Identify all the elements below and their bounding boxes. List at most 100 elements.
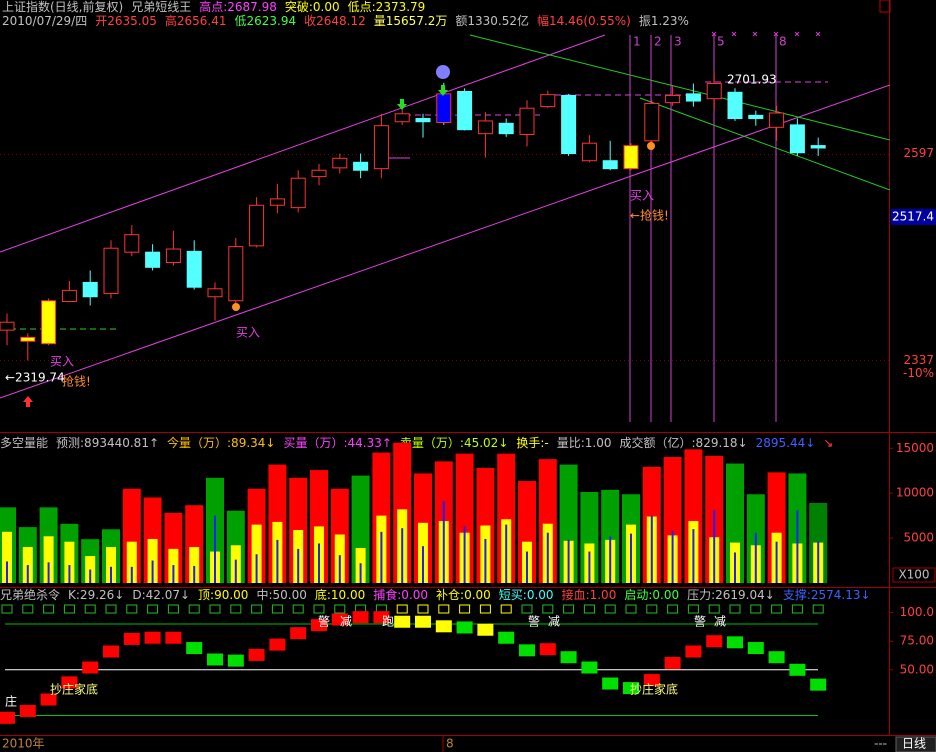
volume-line-bar [609, 536, 612, 583]
header-item: 卖量（万）:45.02↓ [400, 436, 508, 450]
k-box [560, 651, 577, 664]
volume-line-bar [422, 546, 424, 583]
signal-square [271, 604, 283, 614]
signal-label: 2 [654, 35, 662, 49]
candle-body [269, 198, 285, 206]
volume-line-bar [380, 531, 383, 583]
k-box [789, 663, 806, 676]
signal-label: 5 [717, 35, 725, 49]
candle-body [249, 204, 265, 247]
current-price-box [891, 208, 936, 225]
trend-line [469, 34, 891, 141]
k-box [643, 674, 660, 687]
k-box [602, 677, 619, 690]
arrow-down [438, 85, 448, 96]
header-item: 开2635.05 [95, 14, 157, 28]
marker-dot [232, 303, 240, 311]
candle-body [103, 247, 119, 295]
candle-body [540, 94, 556, 108]
signal-square [667, 604, 679, 614]
candle-body [727, 91, 743, 120]
k-box [664, 656, 681, 669]
cross [731, 31, 737, 37]
signal-square [583, 604, 595, 614]
more-button[interactable]: --- [874, 737, 887, 751]
header-item: 顶:90.00 [198, 588, 248, 602]
scale-label: X100 [898, 568, 929, 582]
header-item: 量15657.2万 [374, 14, 448, 28]
volume-line-bar [338, 555, 341, 583]
signal-square [521, 604, 533, 614]
signal-square [188, 604, 200, 614]
annotation: 抄庄家底 [50, 682, 98, 697]
signal-square [251, 604, 263, 614]
header-item: 高2656.41 [165, 13, 227, 28]
candle-body [498, 122, 514, 135]
candle-body [353, 161, 369, 171]
candle-body [311, 169, 327, 178]
k-box [581, 661, 598, 674]
header-item: 短买:0.00 [499, 588, 554, 602]
k-box [768, 651, 785, 664]
header-item: 2010/07/29/四 [2, 14, 87, 28]
volume-line-bar [775, 541, 778, 583]
signal-square [396, 604, 408, 614]
header-item: 补仓:0.00 [436, 588, 491, 602]
volume-line-bar [442, 501, 445, 583]
y-tick-label: 5000 [903, 531, 934, 545]
header-item: ↘ [823, 436, 833, 450]
k-box [227, 654, 244, 667]
y-tick-label: 50.00 [900, 662, 934, 676]
volume-line-bar [505, 524, 508, 583]
k-box [331, 613, 348, 626]
volume-line-bar [214, 515, 216, 583]
header-item: 中:50.00 [256, 587, 306, 602]
volume-inner-bar [189, 547, 200, 583]
volume-line-bar [130, 566, 133, 583]
volume-line-bar [588, 551, 591, 583]
k-box [685, 645, 702, 658]
period-button-bg[interactable] [895, 736, 936, 752]
candle-body [581, 142, 597, 162]
marker-dot [647, 142, 655, 150]
y-tick-label: 75.00 [900, 634, 934, 648]
signal-square [625, 604, 637, 614]
candle-body [457, 90, 473, 131]
k-box [810, 678, 827, 691]
candle-body [415, 118, 431, 123]
header-item: 上证指数(日线,前复权) [2, 0, 123, 14]
header-item: 捕食:0.00 [373, 587, 428, 602]
candle-body [789, 124, 805, 154]
annotation: 买入 [236, 326, 260, 340]
candle-body [685, 93, 701, 102]
k-box [352, 611, 369, 624]
header-item: 量比:1.00 [557, 436, 612, 450]
header-item: 高点:2687.98 [199, 0, 277, 14]
header-item: 2895.44↓ [756, 436, 816, 450]
volume-inner-bar [2, 531, 12, 583]
k-box [123, 632, 140, 645]
window-button[interactable] [879, 0, 891, 13]
k-box [186, 642, 203, 655]
header-item: 额1330.52亿 [455, 13, 529, 28]
header-item: 支撑:2574.13↓ [783, 587, 871, 602]
header-item: 接血:1.00 [562, 587, 617, 602]
signal-label: 1 [633, 35, 641, 49]
candle-body [561, 94, 577, 155]
candle-body [61, 289, 77, 303]
icon [436, 65, 450, 79]
volume-line-bar [318, 543, 320, 583]
scale-box [892, 567, 936, 583]
header-item: 今量（万）:89.34↓ [167, 435, 275, 450]
k-box [394, 615, 411, 628]
volume-line-bar [692, 529, 695, 583]
k-box [435, 620, 452, 633]
volume-line-bar [713, 510, 716, 583]
header-item: 买量（万）:44.33↑ [283, 436, 391, 450]
signal-square [459, 604, 471, 614]
annotation: 买入 [630, 189, 654, 203]
date-label: 8 [446, 737, 454, 751]
period-button[interactable]: 日线 [902, 737, 926, 751]
candle-body [477, 120, 493, 135]
